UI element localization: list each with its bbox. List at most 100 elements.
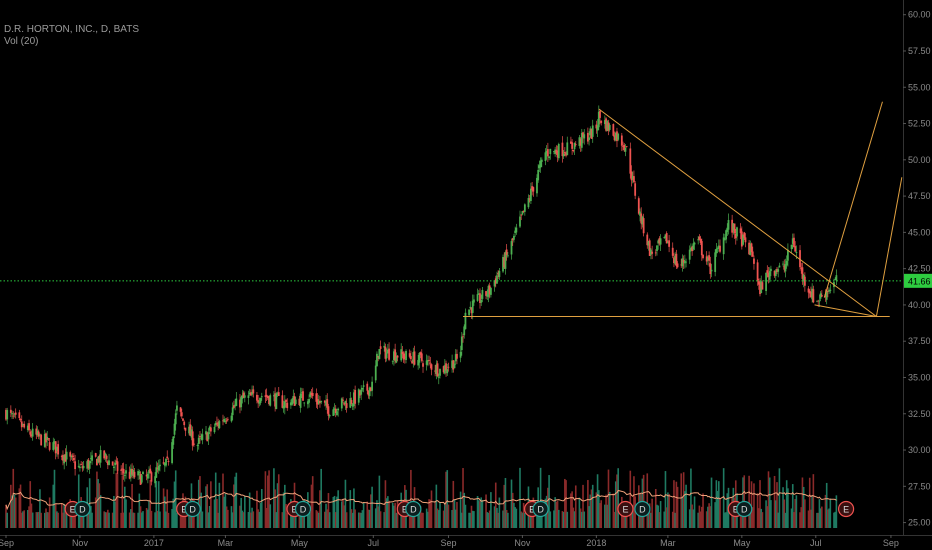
volume-bar [242,512,245,528]
candle-body [277,392,280,396]
candle-body [315,393,318,402]
candle-body [405,351,407,361]
candle-body [439,368,441,376]
candle-body [138,471,141,474]
volume-bar [149,479,152,528]
volume-bar [718,481,720,528]
time-tick-label: Sep [883,538,899,548]
candle-body [361,387,364,390]
volume-bar [702,493,704,528]
candle-body [682,260,685,263]
candle-body [451,360,454,368]
candle-body [453,363,456,369]
candle-body [537,169,540,181]
volume-bar [581,511,583,528]
volume-bar [682,472,685,528]
candle-body [385,352,388,359]
candle-body [359,390,361,396]
candle-body [774,270,777,277]
candle-body [513,235,515,240]
volume-bar [681,496,684,528]
volume-bar [811,495,813,528]
candle-body [320,400,323,403]
candle-body [207,432,210,440]
candle-body [125,470,127,474]
volume-bar [264,471,267,528]
candle-body [812,289,815,303]
candle-body [470,307,473,314]
candle-body [302,391,304,401]
candle-body [334,408,337,413]
candle-body [159,464,161,467]
volume-bar [200,492,202,528]
candle-body [224,421,227,422]
candle-body [345,403,348,409]
candle-body [31,428,34,437]
candle-body [761,282,764,290]
volume-bar [374,508,377,528]
volume-bar [79,507,81,528]
volume-bar [452,480,455,528]
candle-body [834,279,837,280]
candle-body [183,421,186,426]
candle-body [367,390,370,396]
candle-body [62,454,64,461]
candle-body [709,263,712,275]
volume-bar [782,487,784,528]
candle-body [82,465,85,469]
volume-bar [367,509,370,528]
candle-body [184,427,187,431]
candle-body [753,258,755,264]
candle-body [656,245,658,252]
candle-body [30,434,33,437]
volume-bar [218,482,221,528]
volume-bar [744,512,747,528]
volume-bar [115,472,118,528]
volume-bar [336,496,338,528]
candle-body [793,237,795,248]
volume-bar [56,511,58,528]
candle-body [511,238,514,241]
volume-bar [818,499,821,528]
candle-body [197,437,200,445]
volume-bar [316,511,319,528]
candle-body [378,348,381,360]
volume-bar [113,495,115,528]
event-marker-label: E [402,505,408,515]
volume-bar [668,493,670,528]
volume-bar [496,507,498,528]
candle-body [705,256,708,262]
volume-bar [291,510,293,528]
volume-bar [725,512,727,528]
candle-body [106,461,109,465]
volume-bar [366,501,369,528]
volume-bar [64,512,67,528]
volume-bar [180,506,183,528]
volume-bar [395,512,398,528]
volume-bar [98,483,101,528]
candle-body [486,294,489,297]
volume-bar [719,498,721,528]
candle-body [520,214,523,216]
volume-bar [664,471,667,528]
volume-bar [437,510,440,528]
dividend-event-marker [74,500,91,518]
candle-body [654,252,657,254]
volume-bar [150,510,153,528]
candle-body [383,345,386,348]
candle-body [234,404,237,407]
candle-body [308,399,310,403]
volume-bar [564,478,566,528]
volume-bar [470,505,473,528]
candle-body [732,223,735,231]
volume-bar [429,499,432,528]
price-tick-label: 40.00 [908,300,931,310]
volume-bar [613,511,616,528]
candle-body [112,466,115,468]
candle-body [53,441,56,444]
candle-body [105,455,108,459]
volume-bar [408,511,411,528]
candle-body [412,352,415,363]
volume-bar [716,490,719,528]
